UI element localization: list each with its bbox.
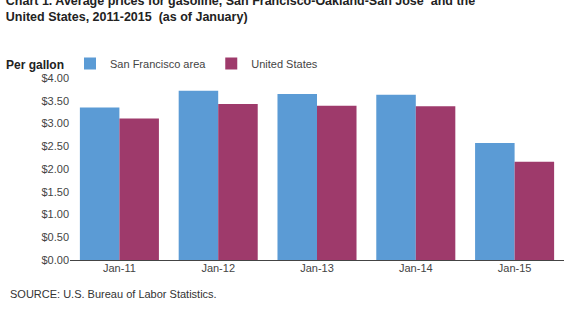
- svg-text:$1.00: $1.00: [41, 208, 69, 220]
- svg-text:$3.50: $3.50: [41, 95, 69, 107]
- svg-text:$0.00: $0.00: [41, 254, 69, 266]
- svg-text:$1.50: $1.50: [41, 186, 69, 198]
- svg-text:SOURCE: U.S. Bureau of Labor S: SOURCE: U.S. Bureau of Labor Statistics.: [10, 288, 217, 300]
- svg-text:$4.00: $4.00: [41, 72, 69, 84]
- svg-text:Per gallon: Per gallon: [6, 58, 64, 72]
- svg-text:$2.50: $2.50: [41, 140, 69, 152]
- svg-text:$3.00: $3.00: [41, 117, 69, 129]
- svg-text:Jan-14: Jan-14: [399, 262, 433, 274]
- svg-text:$2.00: $2.00: [41, 163, 69, 175]
- svg-text:San Francisco area: San Francisco area: [110, 58, 206, 70]
- svg-text:Chart 1. Average prices for ga: Chart 1. Average prices for gasoline, Sa…: [6, 0, 475, 24]
- svg-text:Jan-13: Jan-13: [300, 262, 334, 274]
- svg-text:Jan-12: Jan-12: [201, 262, 235, 274]
- svg-text:Jan-15: Jan-15: [498, 262, 532, 274]
- svg-text:Jan-11: Jan-11: [103, 262, 136, 274]
- svg-text:$0.50: $0.50: [41, 231, 69, 243]
- svg-text:United States: United States: [251, 58, 318, 70]
